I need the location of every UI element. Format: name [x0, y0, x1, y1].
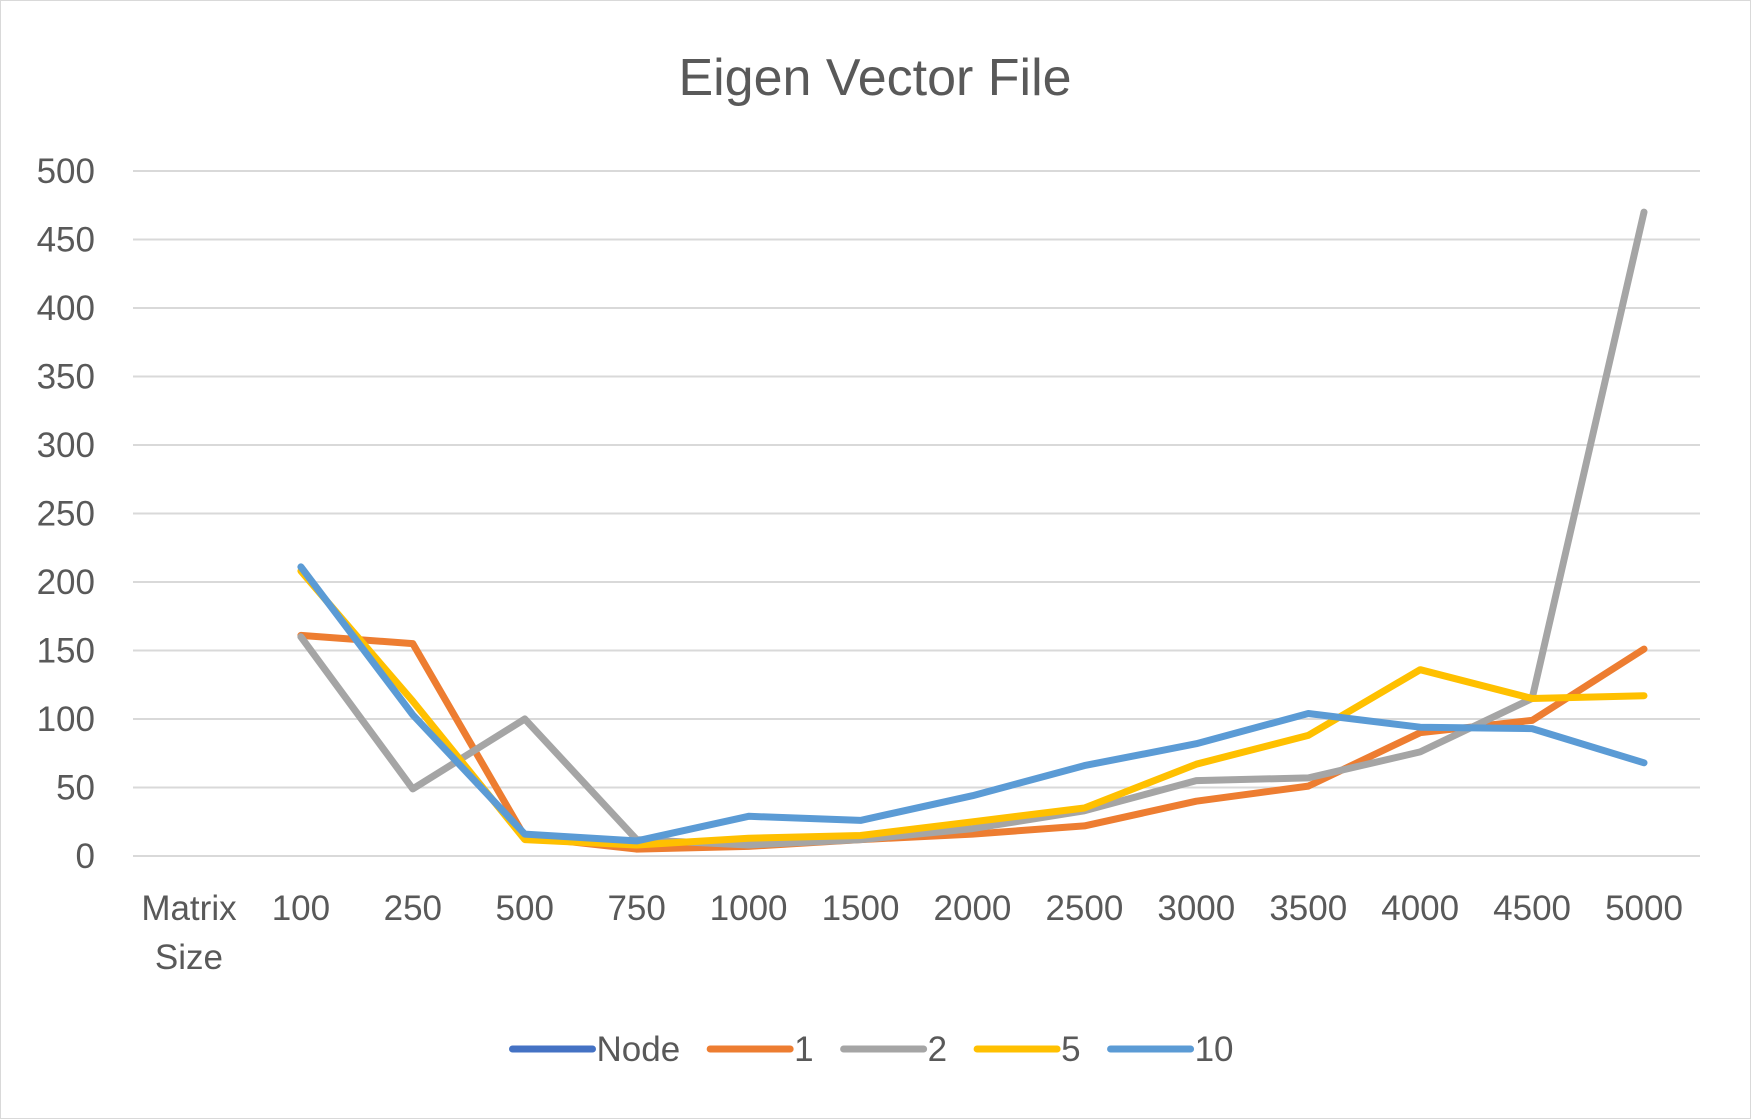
- series-line-2: [297, 208, 1648, 849]
- x-tick-label: 750: [607, 889, 665, 928]
- y-tick-label: 0: [76, 837, 95, 876]
- x-tick-label: 4500: [1493, 889, 1571, 928]
- y-tick-label: 350: [37, 358, 95, 397]
- gridlines: [133, 170, 1700, 857]
- legend-label: 10: [1195, 1030, 1234, 1069]
- x-tick-label: Matrix Size: [141, 889, 237, 977]
- x-tick-label: 4000: [1381, 889, 1459, 928]
- y-tick-label: 150: [37, 632, 95, 671]
- legend-label: Node: [596, 1030, 680, 1069]
- legend-label: 2: [928, 1030, 947, 1069]
- x-tick-label: 250: [384, 889, 442, 928]
- x-tick-label: 3500: [1269, 889, 1347, 928]
- x-tick-label: 1000: [710, 889, 788, 928]
- x-tick-label: 2500: [1045, 889, 1123, 928]
- legend-label: 5: [1061, 1030, 1080, 1069]
- legend-label: 1: [794, 1030, 813, 1069]
- y-tick-label: 450: [37, 221, 95, 260]
- y-tick-label: 250: [37, 495, 95, 534]
- legend-item-Node: Node: [508, 1030, 680, 1069]
- y-tick-label: 500: [37, 152, 95, 191]
- x-axis-ticks: Matrix Size 100 250 500 750 1000 1500 2000 2500 30…: [141, 889, 1683, 977]
- x-tick-label: 1500: [822, 889, 900, 928]
- y-tick-label: 100: [37, 700, 95, 739]
- y-tick-label: 200: [37, 563, 95, 602]
- chart-title: Eigen Vector File: [678, 49, 1071, 107]
- x-tick-label: 100: [272, 889, 330, 928]
- y-tick-label: 400: [37, 289, 95, 328]
- legend-item-2: 2: [840, 1030, 947, 1069]
- series-line-5: [297, 567, 1648, 849]
- series-line-10: [297, 563, 1648, 845]
- y-axis-ticks: 0 50 100 150 200 250 300 350 400 450 500: [37, 152, 95, 876]
- x-tick-label: 3000: [1157, 889, 1235, 928]
- x-tick-label: 5000: [1605, 889, 1683, 928]
- y-tick-label: 300: [37, 426, 95, 465]
- series-lines: [297, 208, 1648, 853]
- legend-item-10: 10: [1107, 1030, 1234, 1069]
- legend-item-1: 1: [706, 1030, 814, 1069]
- legend-item-5: 5: [973, 1030, 1081, 1069]
- y-tick-label: 50: [56, 769, 95, 808]
- x-tick-label: 500: [496, 889, 554, 928]
- legend: Node 1 2 5 10: [508, 1030, 1234, 1069]
- x-tick-label: 2000: [934, 889, 1012, 928]
